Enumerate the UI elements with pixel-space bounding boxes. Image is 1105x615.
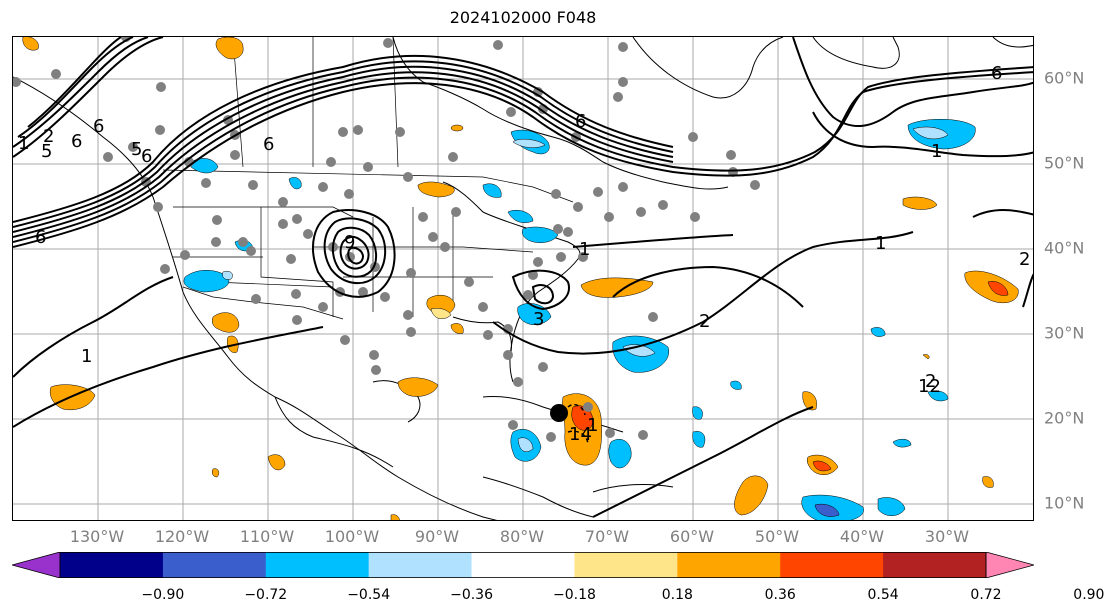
contour-label: 2 [699, 311, 710, 332]
colorbar-swatch [265, 552, 370, 578]
colorbar-swatch [883, 552, 987, 578]
lat-tick-label: 40°N [1044, 238, 1085, 258]
contour-label: 5 [131, 139, 142, 160]
contour-label: 6 [991, 63, 1002, 84]
colorbar-tick-label: −0.90 [141, 587, 185, 603]
contour-label: 5 [41, 141, 52, 162]
contour-label: 2 [43, 126, 54, 147]
colorbar-tick-label: 0.18 [661, 587, 693, 603]
colorbar-tick-label: 0.54 [867, 587, 899, 603]
lon-tick-label: 50°W [754, 527, 800, 546]
colorbar-swatch [677, 552, 781, 578]
figure-title: 2024102000 F048 [449, 8, 597, 27]
contour-label: 1 [931, 141, 942, 162]
lat-tick-label: 30°N [1044, 323, 1085, 343]
contour-label: 12 [918, 376, 941, 397]
colorbar-swatches [10, 551, 1036, 579]
colorbar-tick-label: 0.72 [970, 587, 1002, 603]
lon-tick-label: 100°W [324, 527, 380, 546]
colorbar-tick-label: 0.36 [764, 587, 796, 603]
lat-tick-label: 60°N [1044, 68, 1085, 88]
contour-label: 1 [875, 233, 886, 254]
contour-label: 2 [1019, 249, 1030, 270]
colorbar-swatch [368, 552, 473, 578]
colorbar-tick-label: −0.36 [450, 587, 493, 603]
contour-label: 1 [81, 346, 92, 367]
lon-tick-label: 60°W [669, 527, 715, 546]
lon-tick-label: 110°W [239, 527, 295, 546]
dashed-contours [567, 403, 589, 446]
contour-label: 6 [141, 146, 152, 167]
contour-label: 1 [579, 239, 590, 260]
colorbar-tick-label: −0.72 [244, 587, 288, 603]
colorbar-swatch [10, 551, 61, 579]
storm-center-marker [550, 404, 568, 422]
map-canvas: 6 6 6 6 6 6 6 2 2 2 2 1 1 1 1 1 1 5 5 3 … [13, 37, 1033, 520]
lat-tick-label: 10°N [1044, 493, 1085, 513]
lat-tick-label: 50°N [1044, 153, 1085, 173]
contour-label: 1 [18, 133, 29, 154]
colorbar-swatch [574, 552, 678, 578]
colorbar-tick-label: 0.90 [1073, 587, 1105, 603]
contour-label: 1 [587, 415, 598, 436]
colorbar-tick-label: −0.18 [552, 587, 596, 603]
lon-tick-label: 40°W [839, 527, 885, 546]
contour-label: 6 [263, 134, 274, 155]
contour-label: 6 [35, 227, 46, 248]
lon-tick-label: 90°W [414, 527, 460, 546]
lon-tick-label: 130°W [69, 527, 125, 546]
colorbar-tick-label: −0.54 [347, 587, 391, 603]
shaded-field [22, 37, 1019, 520]
lon-tick-label: 120°W [154, 527, 210, 546]
contour-label: 6 [575, 111, 586, 132]
political-borders [162, 37, 574, 320]
contour-label-group: 6 6 6 6 6 6 6 2 2 2 2 1 1 1 1 1 1 5 5 3 … [18, 63, 1030, 445]
lon-tick-label: 80°W [499, 527, 545, 546]
colorbar [10, 551, 1036, 579]
graticule [13, 37, 1033, 520]
colorbar-swatch [162, 552, 267, 578]
lat-tick-label: 20°N [1044, 408, 1085, 428]
colorbar-swatch [780, 552, 884, 578]
colorbar-swatch [985, 551, 1036, 579]
contour-label: 9 [344, 232, 355, 253]
contour-lines [13, 37, 1033, 518]
contour-label: 2 [925, 371, 936, 392]
contour-label: 6 [71, 131, 82, 152]
colorbar-swatch [471, 552, 575, 578]
station-markers [13, 37, 760, 442]
colorbar-swatch [60, 552, 164, 578]
map-panel: 6 6 6 6 6 6 6 2 2 2 2 1 1 1 1 1 1 5 5 3 … [12, 36, 1034, 521]
contour-label: 3 [533, 309, 544, 330]
contour-label: 14 [569, 424, 592, 445]
contour-label: 6 [93, 116, 104, 137]
lon-tick-label: 70°W [584, 527, 630, 546]
colorbar-outline [59, 552, 987, 578]
lon-tick-label: 30°W [924, 527, 970, 546]
